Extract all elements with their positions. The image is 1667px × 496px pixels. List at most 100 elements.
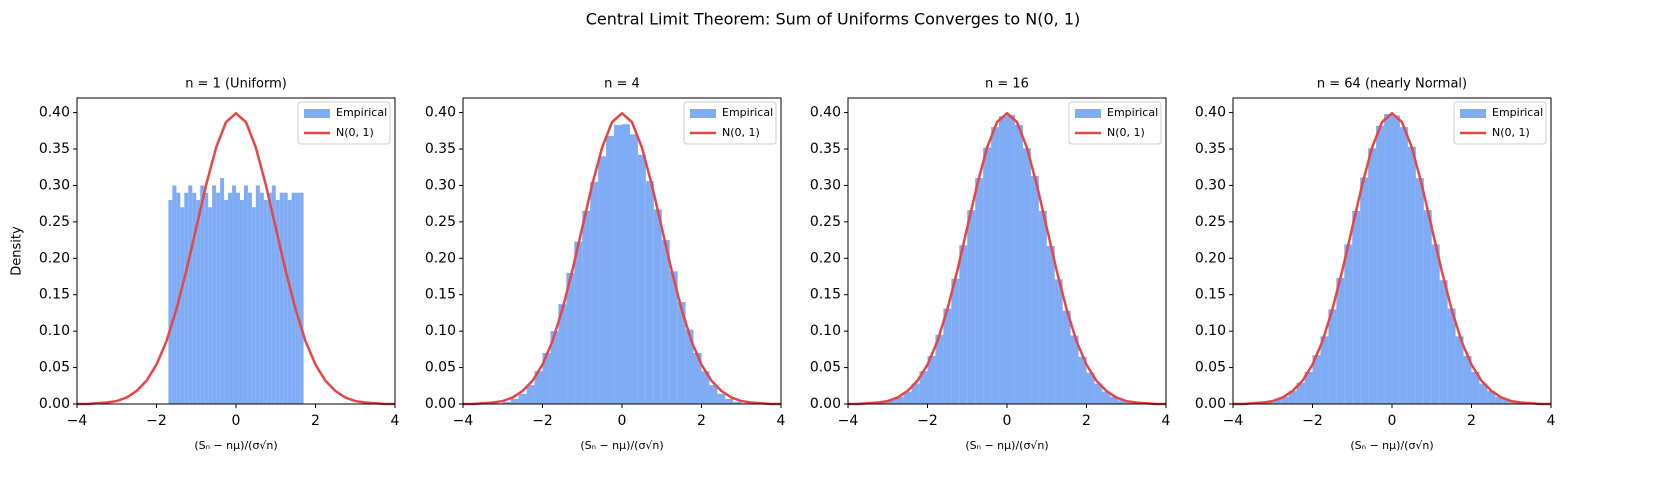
y-tick-label: 0.20 — [39, 250, 70, 266]
x-tick-label: −4 — [67, 413, 88, 429]
x-tick-label: 2 — [311, 413, 320, 429]
legend-swatch — [1460, 109, 1486, 118]
histogram-bar — [1471, 371, 1480, 404]
legend-swatch — [304, 109, 330, 118]
density-curve — [848, 111, 1166, 406]
y-tick-label: 0.25 — [810, 214, 841, 230]
legend-label: N(0, 1) — [1107, 126, 1145, 139]
x-tick-label: 0 — [1003, 413, 1012, 429]
y-tick-label: 0.30 — [1195, 177, 1226, 193]
histogram-bar — [701, 371, 710, 404]
histogram-bar — [550, 331, 559, 404]
histogram-bar — [1399, 127, 1408, 405]
histogram-bar — [959, 245, 968, 404]
histogram-bar — [208, 207, 213, 404]
x-tick-label: 0 — [1388, 413, 1397, 429]
y-tick-label: 0.40 — [425, 105, 456, 121]
histogram-bar — [590, 181, 599, 404]
histogram-bar — [967, 210, 976, 404]
legend-label: Empirical — [722, 106, 773, 119]
x-tick-label: 2 — [1082, 413, 1091, 429]
y-tick-label: 0.40 — [810, 105, 841, 121]
y-tick-label: 0.15 — [39, 287, 70, 303]
y-tick-label: 0.25 — [425, 214, 456, 230]
histogram-bar — [216, 192, 221, 404]
histogram-bar — [991, 127, 1000, 405]
histogram-bar — [1431, 244, 1440, 404]
histogram-bar — [168, 200, 173, 404]
histogram-bar — [1118, 400, 1127, 404]
histogram-bar — [1320, 336, 1329, 404]
histogram-bar — [733, 401, 742, 404]
histogram-bar — [1062, 310, 1071, 404]
histogram-bar — [637, 154, 646, 404]
y-tick-label: 0.20 — [1195, 250, 1226, 266]
histogram-bar — [1086, 372, 1095, 404]
histogram-bar — [725, 398, 734, 404]
histogram-bar — [645, 181, 654, 404]
legend-label: Empirical — [1492, 106, 1543, 119]
x-tick-label: 2 — [1467, 413, 1476, 429]
histogram-bar — [653, 209, 662, 404]
histogram-bar — [1463, 355, 1472, 404]
histogram-bar — [629, 134, 638, 404]
histogram-bar — [1439, 280, 1448, 404]
subplot-title: n = 1 (Uniform) — [185, 77, 287, 92]
histogram-bar — [502, 401, 511, 404]
x-axis-label: (Sₙ − nμ)/(σ√n) — [965, 439, 1048, 452]
histogram-bar — [1376, 125, 1385, 404]
density-curve — [77, 111, 395, 406]
y-tick-label: 0.15 — [1195, 287, 1226, 303]
histogram-bar — [999, 116, 1007, 404]
histogram-bar — [598, 156, 607, 404]
x-tick-label: −2 — [1302, 413, 1323, 429]
histogram-bar — [1030, 175, 1039, 404]
y-tick-label: 0.05 — [39, 360, 70, 376]
histogram-bar — [927, 355, 936, 404]
histogram-bar — [1054, 279, 1063, 404]
y-tick-label: 0.25 — [39, 214, 70, 230]
histogram-bar — [574, 241, 583, 404]
y-tick-label: 0.30 — [425, 177, 456, 193]
histogram-bar — [192, 192, 197, 404]
histogram-bar — [180, 207, 185, 404]
legend-swatch — [690, 109, 716, 118]
histogram-bar — [526, 385, 535, 404]
histogram-bar — [1022, 148, 1031, 404]
histogram-bar — [243, 185, 248, 404]
legend-swatch — [1075, 109, 1101, 118]
histogram-bar — [1415, 178, 1424, 404]
histogram-bar — [172, 185, 177, 404]
y-tick-label: 0.10 — [39, 323, 70, 339]
histogram-bar — [287, 200, 292, 404]
y-tick-label: 0.35 — [810, 141, 841, 157]
histogram-bar — [1272, 399, 1281, 404]
histogram-bar — [1038, 210, 1047, 404]
y-tick-label: 0.05 — [810, 360, 841, 376]
histogram-bar — [677, 302, 686, 404]
histogram-bar — [943, 308, 952, 404]
histogram-bar — [188, 185, 193, 404]
histogram-bar — [247, 192, 252, 404]
x-tick-label: 4 — [1547, 413, 1556, 429]
histogram-bar — [661, 240, 670, 404]
y-tick-label: 0.15 — [810, 287, 841, 303]
legend-label: N(0, 1) — [722, 126, 760, 139]
y-tick-label: 0.25 — [1195, 214, 1226, 230]
subplot-title: n = 4 — [604, 77, 640, 92]
histogram-bar — [283, 192, 288, 404]
x-tick-label: 0 — [618, 413, 627, 429]
subplot-title: n = 16 — [985, 77, 1029, 92]
histogram-bar — [510, 398, 519, 404]
histogram-bar — [220, 178, 225, 404]
histogram-bar — [518, 393, 527, 404]
y-tick-label: 0.00 — [810, 396, 841, 412]
y-tick-label: 0.20 — [425, 250, 456, 266]
histogram-bar — [228, 192, 233, 404]
histogram-bar — [717, 393, 726, 404]
histogram-bar — [200, 185, 205, 404]
histogram-bar — [299, 192, 304, 404]
x-tick-label: −4 — [838, 413, 859, 429]
histogram-bar — [1455, 336, 1464, 404]
histogram-bar — [1503, 399, 1512, 404]
